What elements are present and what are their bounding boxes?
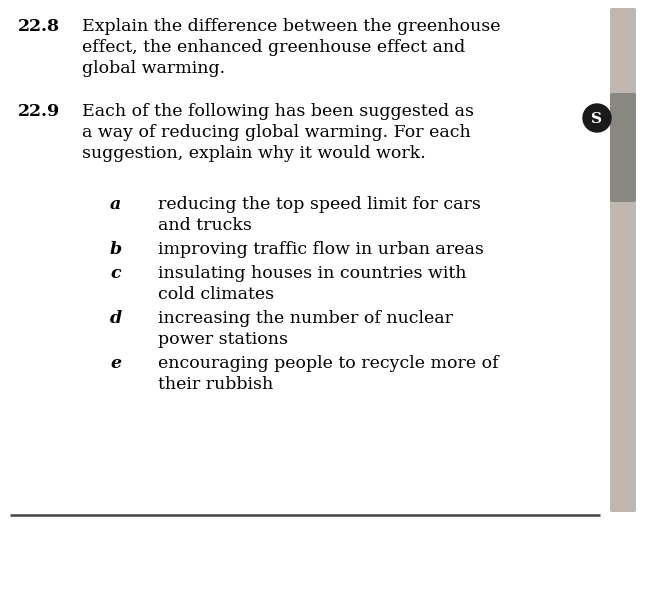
Text: global warming.: global warming. — [82, 60, 225, 77]
Text: power stations: power stations — [158, 331, 288, 348]
Text: reducing the top speed limit for cars: reducing the top speed limit for cars — [158, 196, 481, 213]
Text: d: d — [110, 310, 122, 327]
Text: a: a — [110, 196, 121, 213]
Text: improving traffic flow in urban areas: improving traffic flow in urban areas — [158, 241, 484, 258]
Text: Each of the following has been suggested as: Each of the following has been suggested… — [82, 103, 474, 120]
Text: increasing the number of nuclear: increasing the number of nuclear — [158, 310, 453, 327]
Text: cold climates: cold climates — [158, 286, 274, 303]
Text: and trucks: and trucks — [158, 217, 252, 234]
Text: c: c — [110, 265, 121, 282]
Text: 22.8: 22.8 — [18, 18, 60, 35]
FancyBboxPatch shape — [610, 8, 636, 512]
Text: effect, the enhanced greenhouse effect and: effect, the enhanced greenhouse effect a… — [82, 39, 465, 56]
Text: their rubbish: their rubbish — [158, 376, 273, 393]
Text: suggestion, explain why it would work.: suggestion, explain why it would work. — [82, 145, 426, 162]
Text: 22.9: 22.9 — [18, 103, 60, 120]
Circle shape — [583, 104, 611, 132]
Text: Explain the difference between the greenhouse: Explain the difference between the green… — [82, 18, 500, 35]
Text: S: S — [591, 112, 602, 126]
Text: e: e — [110, 355, 121, 372]
Text: a way of reducing global warming. For each: a way of reducing global warming. For ea… — [82, 124, 471, 141]
Text: b: b — [110, 241, 122, 258]
FancyBboxPatch shape — [610, 93, 636, 202]
Text: encouraging people to recycle more of: encouraging people to recycle more of — [158, 355, 498, 372]
Text: insulating houses in countries with: insulating houses in countries with — [158, 265, 467, 282]
